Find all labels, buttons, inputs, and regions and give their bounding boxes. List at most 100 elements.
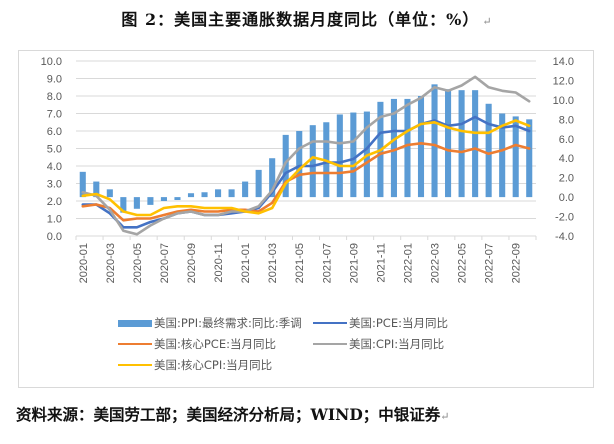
- legend-item-cpi: 美国:CPI:当月同比: [313, 336, 444, 352]
- y-right-tick-label: 10.0: [553, 95, 574, 107]
- ppi-bar: [93, 181, 100, 198]
- x-tick-label: 2020-11: [213, 243, 225, 283]
- ppi-bar: [485, 103, 492, 198]
- ppi-bar: [390, 98, 397, 198]
- y-axis-right: 14.0 12.0 10.0 8.0 6.0 4.0 2.0 0.0 -2.0 -4.0: [553, 56, 574, 243]
- core-pce-line: [81, 142, 531, 222]
- ppi-bar: [160, 197, 167, 201]
- y-left-tick-label: 7.0: [47, 109, 62, 121]
- legend-item-core-pce: 美国:核心PCE:当月同比: [118, 336, 276, 352]
- legend-label-core-cpi: 美国:核心CPI:当月同比: [154, 358, 273, 372]
- ppi-bar: [431, 84, 438, 198]
- figure-title-text: 图 2：美国主要通胀数据月度同比（单位：%）: [121, 10, 480, 29]
- paragraph-mark-icon: ↵: [482, 15, 493, 28]
- y-right-tick-label: 4.0: [559, 153, 574, 165]
- ppi-bar: [106, 189, 113, 198]
- y-right-tick-label: 0.0: [559, 192, 574, 204]
- ppi-bar: [215, 189, 222, 198]
- ppi-bar: [458, 90, 465, 198]
- ppi-bar: [526, 119, 533, 198]
- ppi-bar: [472, 90, 479, 198]
- paragraph-mark-icon: ↵: [440, 410, 450, 423]
- legend-item-ppi: 美国:PPI:最终需求:同比:季调: [118, 315, 302, 331]
- ppi-bar: [255, 169, 262, 198]
- x-tick-label: 2020-07: [159, 243, 171, 283]
- x-tick-label: 2021-01: [240, 243, 252, 283]
- legend-item-pce: 美国:PCE:当月同比: [313, 315, 448, 331]
- y-right-tick-label: -2.0: [555, 212, 574, 224]
- y-left-tick-label: 2.0: [47, 196, 62, 208]
- ppi-bar: [187, 193, 195, 198]
- x-tick-label: 2021-11: [375, 243, 387, 283]
- gridlines: [76, 60, 536, 237]
- y-right-tick-label: 6.0: [559, 134, 574, 146]
- ppi-bar: [147, 197, 154, 205]
- ppi-bar: [350, 112, 357, 198]
- legend-label-pce: 美国:PCE:当月同比: [349, 316, 448, 330]
- ppi-bar: [242, 181, 249, 198]
- ppi-bar: [296, 131, 303, 198]
- ppi-bar: [201, 192, 208, 198]
- ppi-bar: [499, 113, 506, 198]
- legend-label-cpi: 美国:CPI:当月同比: [349, 337, 445, 351]
- x-tick-label: 2022-01: [402, 243, 414, 283]
- x-tick-label: 2021-05: [294, 243, 306, 283]
- chart-frame: [18, 50, 594, 388]
- legend-item-core-cpi: 美国:核心CPI:当月同比: [118, 357, 272, 373]
- y-left-tick-label: 1.0: [47, 214, 62, 226]
- line-series: [81, 75, 531, 236]
- y-left-tick-label: 4.0: [47, 161, 62, 173]
- legend-swatch-pce: [313, 321, 347, 325]
- ppi-bar: [228, 189, 235, 198]
- y-left-tick-label: 10.0: [41, 56, 62, 68]
- ppi-bar: [120, 197, 127, 213]
- x-tick-label: 2020-03: [105, 243, 117, 283]
- y-right-tick-label: 12.0: [553, 75, 574, 87]
- ppi-bar: [512, 116, 519, 198]
- y-left-tick-label: 6.0: [47, 126, 62, 138]
- y-left-tick-label: 8.0: [47, 91, 62, 103]
- pce-line: [81, 115, 531, 229]
- x-tick-label: 2021-09: [348, 243, 360, 283]
- x-tick-label: 2020-01: [78, 243, 90, 283]
- cpi-line: [81, 75, 531, 236]
- source-note: 资料来源：美国劳工部；美国经济分析局；WIND；中银证券↵: [16, 403, 450, 425]
- x-tick-label: 2022-07: [484, 243, 496, 283]
- ppi-bar: [445, 89, 452, 198]
- ppi-bar: [174, 197, 181, 201]
- x-tick-label: 2020-05: [132, 243, 144, 283]
- legend-swatch-core-cpi: [118, 363, 152, 367]
- legend-swatch-ppi: [118, 319, 152, 327]
- source-text: 资料来源：美国劳工部；美国经济分析局；WIND；中银证券: [16, 405, 441, 424]
- x-tick-label: 2022-03: [430, 243, 442, 283]
- x-tick-label: 2022-09: [511, 243, 523, 283]
- legend-label-core-pce: 美国:核心PCE:当月同比: [154, 337, 276, 351]
- y-left-tick-label: 3.0: [47, 179, 62, 191]
- legend-swatch-cpi: [313, 342, 347, 346]
- ppi-bar: [133, 197, 140, 209]
- x-tick-label: 2021-07: [321, 243, 333, 283]
- x-tick-label: 2020-09: [186, 243, 198, 283]
- ppi-bar: [282, 134, 289, 198]
- legend-label-ppi: 美国:PPI:最终需求:同比:季调: [154, 316, 302, 330]
- y-right-tick-label: 2.0: [559, 173, 574, 185]
- y-left-tick-label: 5.0: [47, 144, 62, 156]
- ppi-bar: [309, 125, 316, 198]
- x-axis: 2020-01 2020-03 2020-05 2020-07 2020-09 2020-…: [75, 235, 537, 283]
- y-right-tick-label: -4.0: [555, 231, 574, 243]
- legend-swatch-core-pce: [118, 342, 152, 346]
- x-tick-label: 2022-05: [457, 243, 469, 283]
- figure-title: 图 2：美国主要通胀数据月度同比（单位：%） ↵: [0, 6, 614, 30]
- y-axis-left: 10.0 9.0 8.0 7.0 6.0 5.0 4.0 3.0 2.0 1.0 0.0: [41, 56, 62, 243]
- ppi-bar: [404, 98, 411, 198]
- ppi-bar: [336, 114, 343, 198]
- y-right-tick-label: 14.0: [553, 56, 574, 68]
- ppi-bar: [417, 96, 425, 198]
- ppi-bar: [269, 158, 276, 198]
- y-right-tick-label: 8.0: [559, 114, 574, 126]
- y-left-tick-label: 9.0: [47, 74, 62, 86]
- x-tick-label: 2021-03: [267, 243, 279, 283]
- core-cpi-line: [81, 119, 531, 217]
- ppi-bar: [79, 171, 86, 198]
